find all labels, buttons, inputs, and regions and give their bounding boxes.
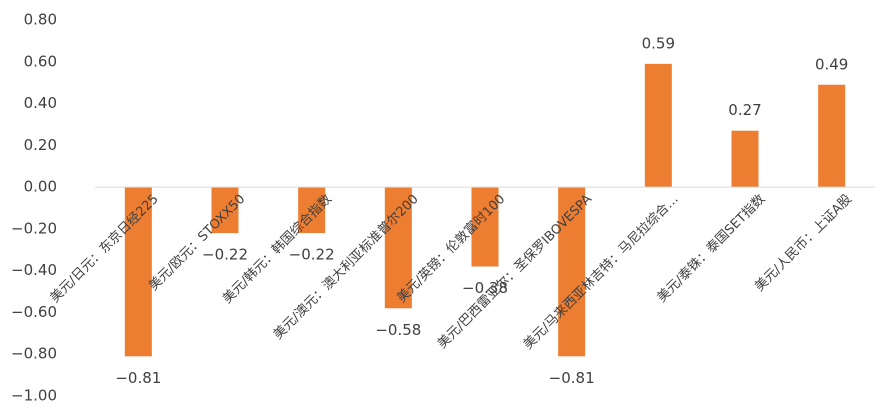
y-tick-label: −0.20 — [11, 219, 57, 237]
x-tick-label: 美元/马来西亚林吉特：马尼拉综合… — [521, 192, 682, 353]
y-tick-label: 0.80 — [24, 11, 57, 29]
data-label: −0.81 — [549, 369, 595, 387]
data-label: 0.27 — [728, 101, 761, 119]
y-tick-label: 0.40 — [24, 94, 57, 112]
data-label: 0.49 — [815, 55, 848, 73]
data-label: −0.22 — [202, 246, 248, 264]
bar — [644, 63, 672, 188]
x-tick-label: 美元/欧元：STOXX50 — [146, 192, 248, 294]
y-tick-label: 0.00 — [24, 178, 57, 196]
data-label: 0.59 — [642, 34, 675, 52]
data-label: −0.58 — [375, 321, 421, 339]
bar — [818, 84, 846, 188]
y-tick-label: −0.60 — [11, 303, 57, 321]
bar — [471, 187, 499, 267]
bar — [731, 130, 759, 188]
bar — [298, 187, 326, 234]
y-tick-label: −1.00 — [11, 387, 57, 405]
y-tick-label: 0.20 — [24, 136, 57, 154]
bar — [384, 187, 412, 309]
y-tick-label: −0.40 — [11, 261, 57, 279]
bar — [558, 187, 586, 357]
bar — [211, 187, 239, 234]
x-tick-label: 美元/人民币：上证A股 — [752, 192, 855, 295]
data-label: −0.38 — [462, 279, 508, 297]
y-tick-label: 0.60 — [24, 52, 57, 70]
data-label: −0.22 — [289, 246, 335, 264]
bar — [124, 187, 152, 357]
data-label: −0.81 — [115, 369, 161, 387]
y-tick-label: −0.80 — [11, 345, 57, 363]
